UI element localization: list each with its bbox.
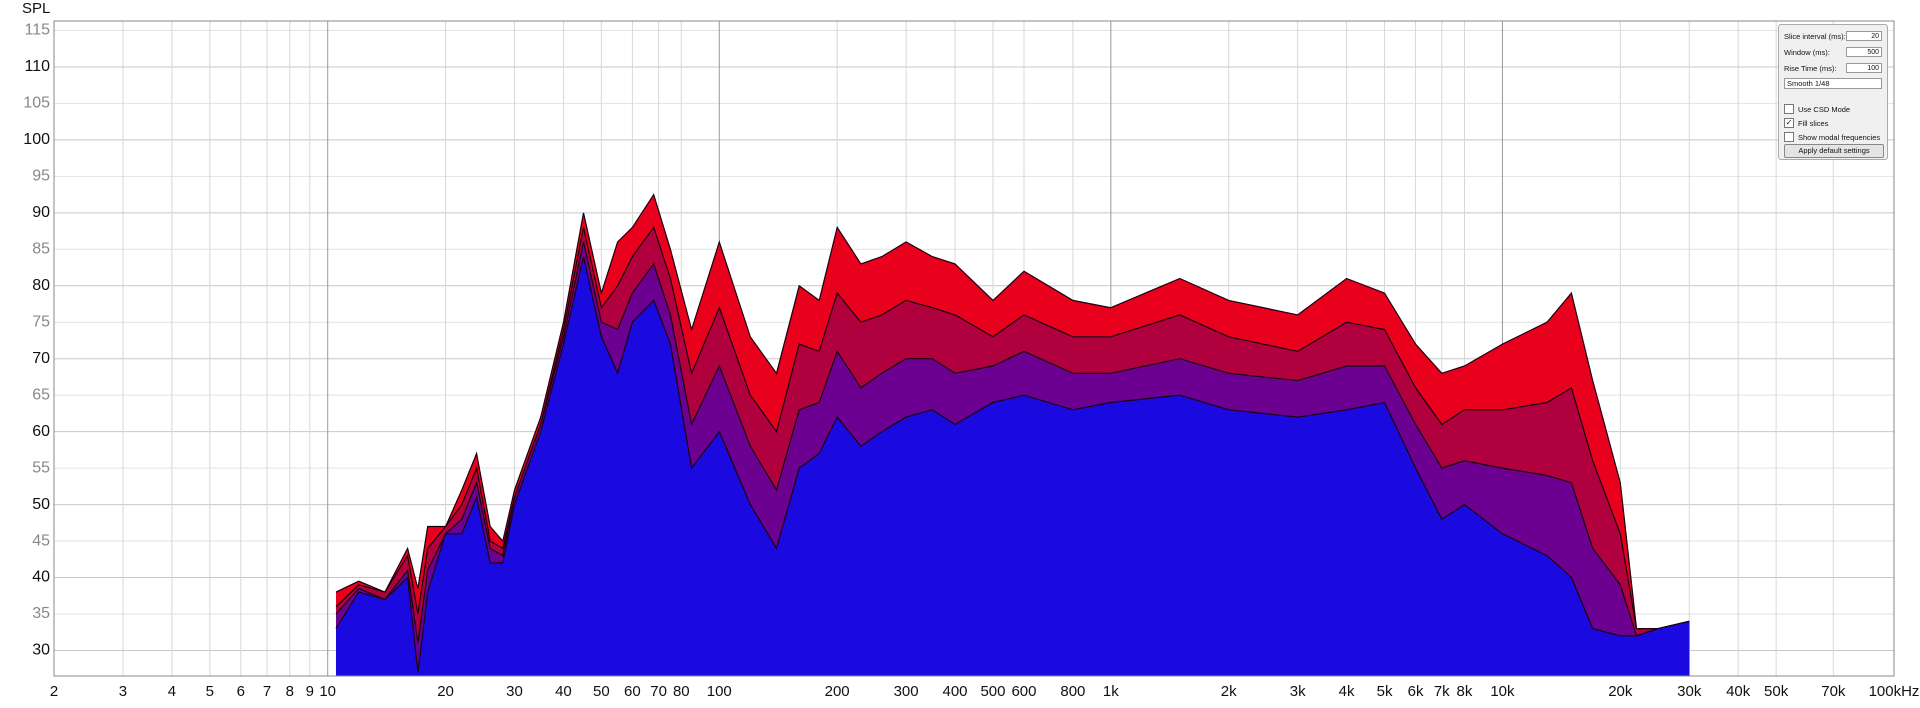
y-tick-label: 40 bbox=[32, 569, 50, 586]
x-tick-label: 7k bbox=[1434, 683, 1450, 700]
x-tick-label: 40 bbox=[555, 683, 572, 700]
x-tick-label: 30k bbox=[1677, 683, 1702, 700]
y-tick-label: 45 bbox=[32, 532, 50, 549]
y-tick-label: 70 bbox=[32, 350, 50, 367]
fill-row: ✓ Fill slices bbox=[1784, 117, 1882, 129]
x-tick-label: 7 bbox=[263, 683, 271, 700]
x-tick-label: 3k bbox=[1290, 683, 1306, 700]
y-tick-label: 50 bbox=[32, 496, 50, 513]
y-tick-label: 75 bbox=[32, 313, 50, 330]
y-tick-label: 65 bbox=[32, 386, 50, 403]
checkbox[interactable] bbox=[1784, 104, 1794, 114]
label: Fill slices bbox=[1798, 118, 1829, 128]
x-tick-label: 200 bbox=[825, 683, 850, 700]
y-tick-label: 95 bbox=[32, 168, 50, 185]
checkbox[interactable] bbox=[1784, 132, 1794, 142]
x-tick-label: 80 bbox=[673, 683, 690, 700]
rise-time-row: Rise Time (ms): 100 bbox=[1784, 62, 1882, 74]
x-tick-label: 6k bbox=[1408, 683, 1424, 700]
x-tick-label: 10k bbox=[1490, 683, 1515, 700]
label: Slice interval (ms): bbox=[1784, 31, 1846, 41]
x-tick-label: 4k bbox=[1339, 683, 1355, 700]
x-tick-label: 4 bbox=[168, 683, 176, 700]
input[interactable]: 20 bbox=[1846, 31, 1882, 41]
y-tick-label: 35 bbox=[32, 605, 50, 622]
x-tick-label: 20k bbox=[1608, 683, 1633, 700]
y-tick-label: 30 bbox=[32, 642, 50, 659]
x-tick-label: 800 bbox=[1060, 683, 1085, 700]
slice-interval-row: Slice interval (ms): 20 bbox=[1784, 30, 1882, 42]
x-tick-label: 8 bbox=[286, 683, 294, 700]
y-tick-label: 105 bbox=[23, 95, 50, 112]
x-tick-label: 9 bbox=[306, 683, 314, 700]
slice-fill bbox=[335, 256, 1690, 676]
x-tick-label: 50 bbox=[593, 683, 610, 700]
csd-row: Use CSD Mode bbox=[1784, 103, 1882, 115]
x-tick-label: 400 bbox=[943, 683, 968, 700]
plot-frame bbox=[53, 20, 1895, 677]
x-tick-label: 70 bbox=[650, 683, 667, 700]
dropdown[interactable]: Smooth 1/48 bbox=[1784, 77, 1882, 89]
x-tick-label: 300 bbox=[894, 683, 919, 700]
slice-line bbox=[335, 241, 1690, 644]
y-tick-label: 90 bbox=[32, 204, 50, 221]
x-tick-label: 100 bbox=[707, 683, 732, 700]
input[interactable]: 100 bbox=[1846, 63, 1882, 73]
label: Window (ms): bbox=[1784, 47, 1830, 57]
label: Show modal frequencies bbox=[1798, 132, 1881, 142]
label: Use CSD Mode bbox=[1798, 104, 1851, 114]
x-tick-label: 5k bbox=[1377, 683, 1393, 700]
x-tick-label: 30 bbox=[506, 683, 523, 700]
y-tick-label: 85 bbox=[32, 241, 50, 258]
x-tick-label: 20 bbox=[437, 683, 454, 700]
x-tick-label: 2 bbox=[50, 683, 58, 700]
label: Rise Time (ms): bbox=[1784, 63, 1837, 73]
x-tick-label: 10 bbox=[319, 683, 336, 700]
slice-line bbox=[335, 226, 1690, 630]
x-tick-label: 1k bbox=[1103, 683, 1119, 700]
apply-button[interactable]: Apply default settings bbox=[1784, 144, 1884, 158]
x-tick-label: 6 bbox=[237, 683, 245, 700]
y-tick-label: 100 bbox=[23, 131, 50, 148]
slice-line bbox=[335, 256, 1690, 673]
slice-line bbox=[335, 193, 1690, 630]
x-tick-label: 50k bbox=[1764, 683, 1789, 700]
y-tick-label: 60 bbox=[32, 423, 50, 440]
x-tick-label: 3 bbox=[119, 683, 127, 700]
settings-panel: Slice interval (ms): 20 Window (ms): 500 R… bbox=[1778, 24, 1888, 160]
y-tick-label: 115 bbox=[24, 22, 50, 39]
y-tick-label: 55 bbox=[32, 459, 50, 476]
x-tick-label: 40k bbox=[1726, 683, 1751, 700]
x-tick-label: 2k bbox=[1221, 683, 1237, 700]
input[interactable]: 500 bbox=[1846, 47, 1882, 57]
x-tick-label: 500 bbox=[980, 683, 1005, 700]
y-tick-label: 110 bbox=[24, 58, 50, 75]
smoothing-row: Smooth 1/48 bbox=[1784, 77, 1882, 89]
x-tick-label: 8k bbox=[1457, 683, 1473, 700]
y-tick-label: 80 bbox=[32, 277, 50, 294]
y-axis-label: SPL bbox=[22, 0, 50, 17]
x-tick-label: 5 bbox=[206, 683, 214, 700]
x-tick-label: 100kHz bbox=[1869, 683, 1920, 700]
x-tick-label: 600 bbox=[1011, 683, 1036, 700]
x-tick-label: 60 bbox=[624, 683, 641, 700]
x-tick-label: 70k bbox=[1821, 683, 1846, 700]
checkbox[interactable]: ✓ bbox=[1784, 118, 1794, 128]
window-row: Window (ms): 500 bbox=[1784, 46, 1882, 58]
modal-row: Show modal frequencies bbox=[1784, 131, 1882, 143]
